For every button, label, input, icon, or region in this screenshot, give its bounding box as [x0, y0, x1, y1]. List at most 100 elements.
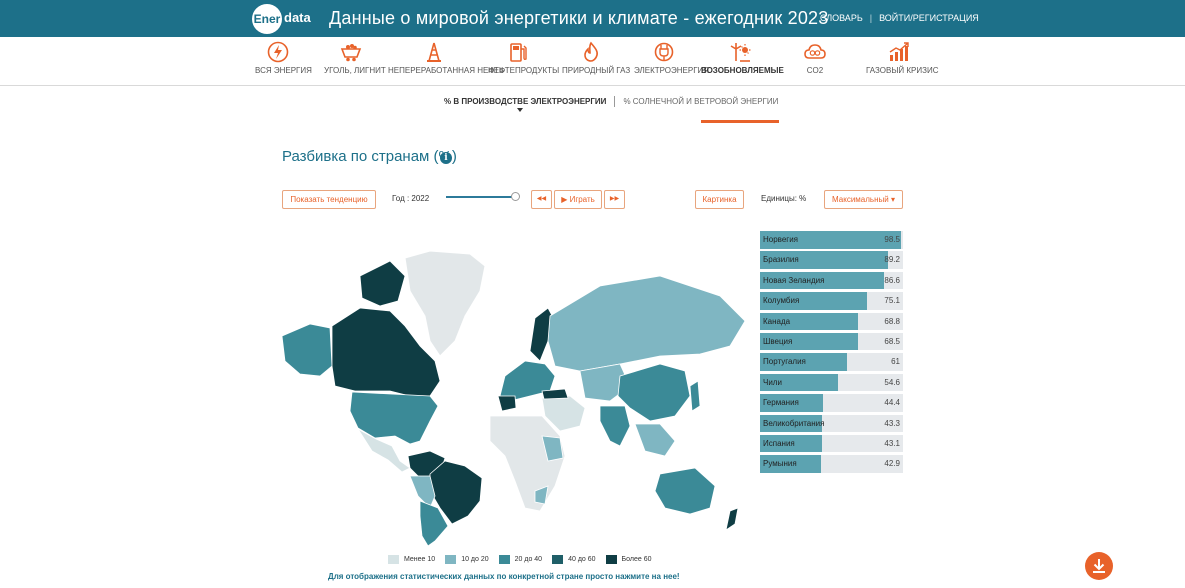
legend-item: Менее 10: [388, 555, 435, 564]
ranking-value: 89.2: [884, 255, 900, 265]
map-turkey[interactable]: [541, 388, 569, 400]
login-link[interactable]: ВОЙТИ/РЕГИСТРАЦИЯ: [879, 13, 979, 23]
previous-year-button[interactable]: ◀◀: [531, 190, 552, 209]
nav-label: ПРИРОДНЫЙ ГАЗ: [562, 66, 631, 75]
next-year-button[interactable]: ▶▶: [604, 190, 625, 209]
map-canada[interactable]: [331, 307, 441, 397]
map-southeast-asia[interactable]: [634, 423, 676, 457]
nav-co2[interactable]: CO2: [800, 41, 830, 75]
ranking-country: Чили: [763, 377, 782, 387]
sort-select[interactable]: Максимальный ▾: [824, 190, 903, 209]
category-nav: ВСЯ ЭНЕРГИЯ УГОЛЬ, ЛИГНИТ НЕПЕРЕРАБОТАНН…: [0, 37, 1185, 123]
coal-cart-icon: [340, 44, 362, 62]
map-peru[interactable]: [409, 475, 436, 509]
glossary-link[interactable]: СЛОВАРЬ: [820, 13, 863, 23]
nav-all-energy[interactable]: ВСЯ ЭНЕРГИЯ: [255, 41, 312, 75]
top-header: Ener data Данные о мировой энергетики и …: [0, 0, 1185, 37]
ranking-value: 42.9: [884, 459, 900, 469]
ranking-row[interactable]: Норвегия 98.5: [760, 231, 903, 249]
subnav-share-electricity[interactable]: % В ПРОИЗВОДСТВЕ ЭЛЕКТРОЭНЕРГИИ: [444, 97, 607, 106]
year-slider-track[interactable]: [446, 196, 516, 198]
world-choropleth-map[interactable]: [280, 246, 750, 546]
ranking-value: 43.1: [884, 438, 900, 448]
play-button[interactable]: ▶ Играть: [554, 190, 602, 209]
map-new-zealand[interactable]: [725, 507, 739, 531]
ranking-bar: [760, 332, 858, 351]
nav-label: ГАЗОВЫЙ КРИЗИС: [866, 66, 939, 75]
ranking-country: Канада: [763, 316, 791, 326]
nav-electricity[interactable]: ЭЛЕКТРОЭНЕРГИЯ: [634, 41, 709, 75]
ranking-bar: [760, 271, 884, 290]
ranking-country: Испания: [763, 438, 795, 448]
nav-renewables[interactable]: ВОЗОБНОВЛЯЕМЫЕ: [701, 41, 784, 75]
nav-label: ВСЯ ЭНЕРГИЯ: [255, 66, 312, 75]
ranking-value: 54.6: [884, 377, 900, 387]
nav-oil-products[interactable]: НЕФТЕПРОДУКТЫ: [488, 41, 559, 75]
map-australia[interactable]: [654, 467, 716, 515]
map-middle-east[interactable]: [541, 395, 586, 432]
ranking-bar: [760, 434, 822, 453]
nav-natural-gas[interactable]: ПРИРОДНЫЙ ГАЗ: [562, 41, 630, 75]
nav-label: CO2: [806, 66, 824, 75]
ranking-bar: [760, 414, 822, 433]
ranking-row[interactable]: Великобритания 43.3: [760, 414, 903, 433]
ranking-row[interactable]: Колумбия 75.1: [760, 292, 903, 310]
ranking-country: Румыния: [763, 459, 797, 469]
ranking-value: 86.6: [884, 275, 900, 285]
nav-coal[interactable]: УГОЛЬ, ЛИГНИТ: [324, 41, 386, 75]
nav-gas-crisis[interactable]: ГАЗОВЫЙ КРИЗИС: [866, 41, 939, 75]
fuel-pump-icon: [510, 43, 527, 62]
subnav-solar-wind[interactable]: % СОЛНЕЧНОЙ И ВЕТРОВОЙ ЭНЕРГИИ: [623, 97, 779, 106]
oil-derrick-icon: [427, 42, 441, 62]
nav-crude-oil[interactable]: НЕПЕРЕРАБОТАННАЯ НЕФТЬ: [388, 41, 504, 75]
ranking-bar: [760, 292, 868, 310]
map-russia[interactable]: [547, 275, 746, 372]
co2-cloud-icon: [804, 44, 826, 59]
ranking-country: Бразилия: [763, 255, 799, 265]
legend-swatch: [498, 555, 510, 564]
legend-swatch: [388, 555, 399, 564]
map-brazil[interactable]: [429, 460, 483, 525]
ranking-bar: [760, 251, 888, 269]
map-iberia[interactable]: [497, 395, 517, 412]
ranking-row[interactable]: Португалия 61: [760, 353, 903, 371]
ranking-row[interactable]: Чили 54.6: [760, 373, 903, 392]
ranking-row[interactable]: Испания 43.1: [760, 434, 903, 453]
year-slider-handle[interactable]: [511, 192, 520, 201]
ranking-bar: [760, 394, 824, 412]
image-export-button[interactable]: Картинка: [695, 190, 744, 209]
ranking-country: Германия: [763, 398, 799, 408]
map-southern-africa[interactable]: [534, 485, 549, 505]
units-label: Единицы: %: [761, 194, 807, 203]
legend-label: 20 до 40: [514, 556, 543, 563]
legend-label: 10 до 20: [461, 556, 489, 563]
map-africa[interactable]: [489, 415, 566, 512]
map-india[interactable]: [599, 405, 631, 447]
ranking-row[interactable]: Канада 68.8: [760, 312, 903, 331]
map-canada-islands[interactable]: [359, 260, 406, 307]
legend-swatch: [445, 555, 457, 564]
ranking-row[interactable]: Бразилия 89.2: [760, 251, 903, 269]
map-east-africa[interactable]: [541, 435, 564, 462]
download-icon: [1093, 559, 1105, 573]
map-alaska[interactable]: [281, 323, 333, 377]
ranking-row[interactable]: Новая Зеландия 86.6: [760, 271, 903, 290]
map-greenland[interactable]: [404, 250, 486, 357]
download-button[interactable]: [1085, 552, 1113, 580]
info-icon[interactable]: i: [440, 152, 452, 164]
ranking-value: 44.4: [884, 398, 900, 408]
ranking-value: 68.5: [884, 336, 900, 346]
legend-item: 40 до 60: [552, 555, 596, 564]
enerdata-logo[interactable]: Ener: [252, 4, 282, 34]
show-trend-button[interactable]: Показать тенденцию: [282, 190, 376, 209]
wind-sun-icon: [730, 43, 751, 62]
ranking-row[interactable]: Румыния 42.9: [760, 455, 903, 473]
map-argentina-chile[interactable]: [419, 500, 449, 546]
map-japan[interactable]: [689, 380, 701, 412]
bolt-circle-icon: [267, 41, 289, 63]
map-china[interactable]: [617, 363, 691, 422]
ranking-row[interactable]: Германия 44.4: [760, 394, 903, 412]
logo-text: Ener: [253, 12, 281, 26]
map-usa[interactable]: [349, 391, 439, 445]
ranking-row[interactable]: Швеция 68.5: [760, 332, 903, 351]
